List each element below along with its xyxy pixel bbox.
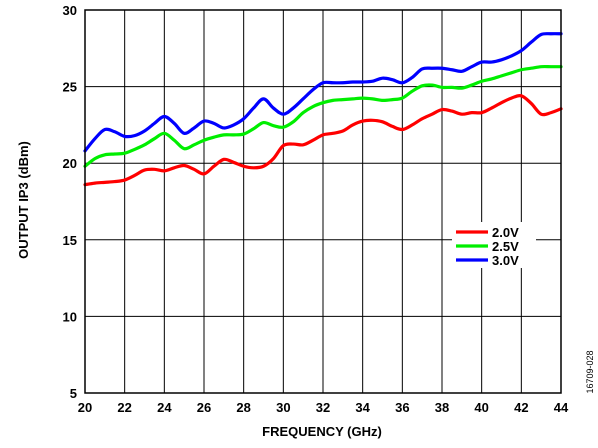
x-tick-label: 38 [435,400,449,415]
series-line [83,32,563,153]
x-tick-label: 28 [236,400,250,415]
x-tick-label: 22 [117,400,131,415]
y-tick-label: 10 [63,309,77,324]
y-tick-label: 20 [63,156,77,171]
legend-label: 2.5V [492,239,519,254]
y-tick-label: 25 [63,80,77,95]
x-tick-label: 36 [395,400,409,415]
x-tick-label: 20 [78,400,92,415]
x-tick-label: 40 [474,400,488,415]
figure-id: 16709-028 [585,350,595,393]
x-tick-labels: 20 22 24 26 28 30 32 34 36 38 40 42 44 [78,400,569,415]
x-tick-label: 34 [355,400,370,415]
x-axis-label: FREQUENCY (GHz) [262,424,382,439]
plot-frame [84,9,562,394]
y-tick-label: 15 [63,233,77,248]
y-tick-label: 30 [63,3,77,18]
legend: 2.0V2.5V3.0V [452,222,536,268]
y-tick-label: 5 [70,386,77,401]
series-line [83,93,563,187]
x-tick-label: 42 [514,400,528,415]
x-tick-label: 30 [276,400,290,415]
x-tick-label: 24 [157,400,172,415]
legend-label: 2.0V [492,225,519,240]
series-line [83,64,563,168]
y-tick-labels: 5 10 15 20 25 30 [63,3,77,401]
grid-lines [84,9,562,394]
x-tick-label: 26 [197,400,211,415]
x-tick-label: 32 [316,400,330,415]
x-tick-label: 44 [554,400,569,415]
legend-label: 3.0V [492,253,519,268]
y-axis-label: OUTPUT IP3 (dBm) [16,141,31,259]
series-lines [83,32,563,187]
